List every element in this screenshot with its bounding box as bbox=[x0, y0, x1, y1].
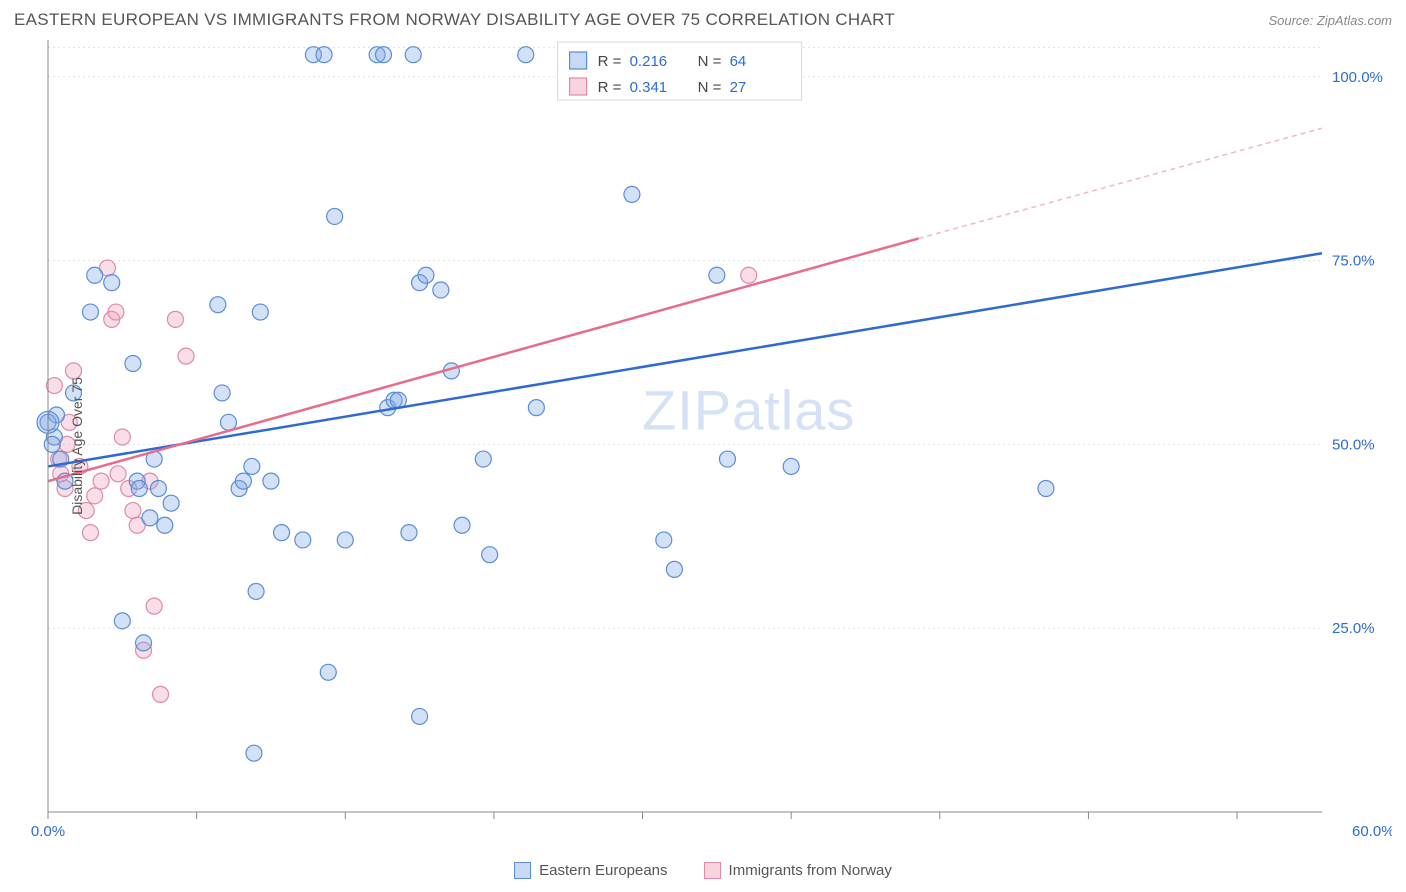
chart-source: Source: ZipAtlas.com bbox=[1268, 13, 1392, 28]
svg-text:100.0%: 100.0% bbox=[1332, 69, 1383, 86]
svg-text:R =: R = bbox=[598, 79, 622, 96]
svg-text:25.0%: 25.0% bbox=[1332, 620, 1375, 637]
legend-item-blue: Eastern Europeans bbox=[514, 862, 667, 879]
svg-text:0.0%: 0.0% bbox=[31, 823, 65, 840]
svg-text:0.341: 0.341 bbox=[630, 79, 668, 96]
svg-text:75.0%: 75.0% bbox=[1332, 253, 1375, 270]
svg-text:64: 64 bbox=[730, 53, 747, 70]
y-axis-label: Disability Age Over 75 bbox=[69, 377, 85, 515]
svg-text:0.216: 0.216 bbox=[630, 53, 668, 70]
svg-text:50.0%: 50.0% bbox=[1332, 436, 1375, 453]
svg-text:27: 27 bbox=[730, 79, 747, 96]
legend-swatch-pink bbox=[704, 862, 721, 879]
svg-text:60.0%: 60.0% bbox=[1352, 823, 1392, 840]
legend-item-pink: Immigrants from Norway bbox=[704, 862, 892, 879]
legend-bottom: Eastern Europeans Immigrants from Norway bbox=[0, 862, 1406, 879]
svg-text:R =: R = bbox=[598, 53, 622, 70]
svg-text:N =: N = bbox=[698, 53, 722, 70]
legend-label-blue: Eastern Europeans bbox=[539, 862, 667, 879]
legend-label-pink: Immigrants from Norway bbox=[729, 862, 892, 879]
svg-text:ZIPatlas: ZIPatlas bbox=[642, 379, 855, 442]
chart-header: EASTERN EUROPEAN VS IMMIGRANTS FROM NORW… bbox=[0, 0, 1406, 36]
chart-title: EASTERN EUROPEAN VS IMMIGRANTS FROM NORW… bbox=[14, 10, 895, 30]
svg-text:N =: N = bbox=[698, 79, 722, 96]
chart-container: Disability Age Over 75 ZIPatlas 25.0% 50.0… bbox=[14, 36, 1392, 856]
legend-swatch-blue bbox=[514, 862, 531, 879]
scatter-chart: ZIPatlas 25.0% 50.0% 75.0% 100.0% 0.0% 60.0% R … bbox=[14, 36, 1392, 856]
